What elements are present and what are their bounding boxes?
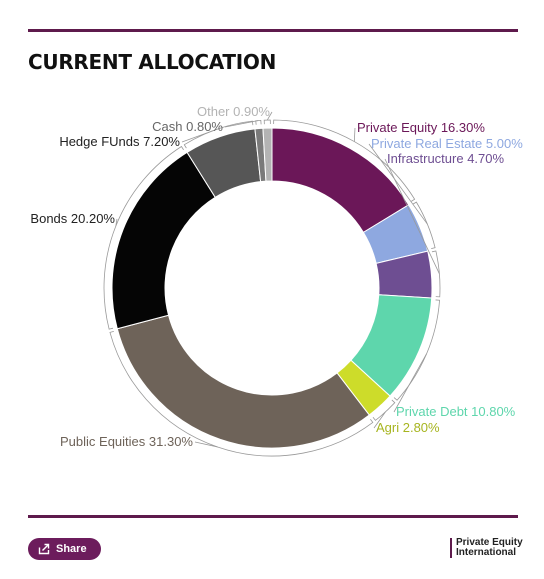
bracket-infrastructure — [431, 250, 441, 298]
share-button[interactable]: Share — [28, 538, 101, 560]
label-private-equity: Private Equity 16.30% — [357, 120, 485, 135]
share-label: Share — [56, 543, 87, 555]
slice-public-equities[interactable] — [116, 314, 370, 449]
leader-private-equity — [353, 127, 356, 142]
top-divider — [28, 29, 518, 32]
label-infrastructure: Infrastructure 4.70% — [387, 151, 504, 166]
slice-other[interactable] — [262, 127, 273, 182]
labels-group: Private Equity 16.30%Private Real Estate… — [30, 104, 523, 449]
brand-logo: Private Equity International — [450, 538, 523, 558]
leader-other — [266, 111, 273, 121]
bracket-public-equities — [109, 330, 374, 457]
bracket-bonds — [103, 145, 184, 330]
leader-private-debt — [393, 353, 427, 413]
label-agri: Agri 2.80% — [376, 420, 440, 435]
slice-bonds[interactable] — [111, 151, 216, 330]
share-icon — [38, 543, 50, 555]
chart-title: CURRENT ALLOCATION — [28, 50, 277, 74]
leader-bonds — [115, 218, 118, 227]
leader-agri — [373, 411, 386, 429]
leader-public-equities — [194, 441, 218, 448]
leader-infrastructure — [384, 158, 440, 274]
leader-cash — [224, 120, 259, 128]
leader-hedge-funds — [181, 128, 218, 143]
label-private-real-estate: Private Real Estate 5.00% — [371, 136, 523, 151]
label-private-debt: Private Debt 10.80% — [396, 404, 516, 419]
bracket-other — [263, 119, 271, 125]
label-hedge-funds: Hedge FUnds 7.20% — [59, 134, 180, 149]
brand-bar — [450, 538, 452, 558]
label-other: Other 0.90% — [197, 104, 270, 119]
bracket-agri — [372, 399, 396, 421]
label-bonds: Bonds 20.20% — [30, 211, 115, 226]
label-public-equities: Public Equities 31.30% — [60, 434, 193, 449]
slices-group — [111, 127, 433, 449]
brand-line-2: International — [456, 547, 517, 558]
brand-line-1: Private Equity — [456, 537, 523, 548]
label-cash: Cash 0.80% — [152, 119, 223, 134]
bracket-private-equity — [273, 119, 416, 202]
leader-private-real-estate — [368, 143, 428, 225]
connectors-group — [103, 111, 441, 457]
bottom-divider — [28, 515, 518, 518]
donut-chart: Private Equity 16.30%Private Real Estate… — [30, 104, 523, 457]
